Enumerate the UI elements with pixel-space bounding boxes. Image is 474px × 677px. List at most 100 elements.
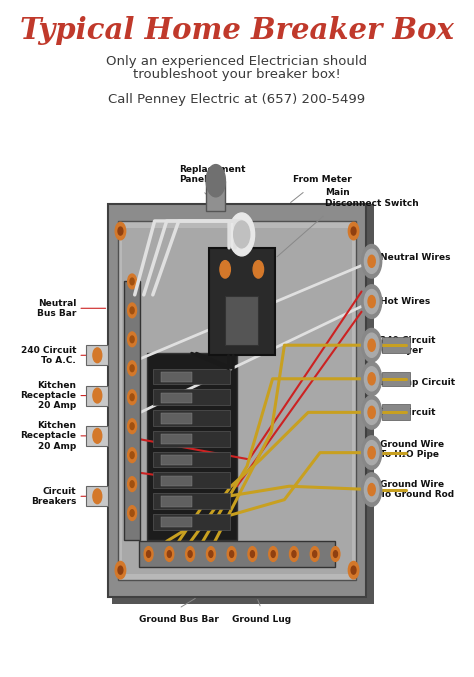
Circle shape: [365, 477, 379, 502]
Circle shape: [362, 244, 382, 278]
Circle shape: [348, 561, 359, 579]
Circle shape: [253, 261, 264, 278]
Bar: [153, 369, 230, 385]
FancyBboxPatch shape: [122, 227, 352, 573]
Circle shape: [93, 429, 102, 443]
Text: Ground Bus Bar: Ground Bus Bar: [139, 615, 219, 624]
Bar: [382, 372, 410, 385]
Circle shape: [290, 546, 298, 561]
Text: Hot Wires: Hot Wires: [380, 297, 430, 306]
Bar: [382, 337, 410, 353]
Circle shape: [130, 423, 134, 430]
Circle shape: [115, 561, 126, 579]
Bar: [161, 517, 191, 527]
Text: Only an experienced Electrician should: Only an experienced Electrician should: [107, 56, 367, 68]
Bar: [153, 452, 230, 467]
Circle shape: [351, 566, 356, 574]
Circle shape: [144, 546, 153, 561]
Circle shape: [128, 477, 137, 492]
Text: 240 Circuit
To A.C.: 240 Circuit To A.C.: [21, 345, 76, 365]
Circle shape: [362, 395, 382, 429]
Bar: [161, 476, 191, 486]
Circle shape: [227, 546, 236, 561]
Text: Neutral Wires: Neutral Wires: [380, 253, 450, 263]
FancyBboxPatch shape: [109, 204, 365, 597]
Circle shape: [206, 165, 226, 197]
Text: Kitchen
Receptacle
20 Amp: Kitchen Receptacle 20 Amp: [20, 421, 76, 451]
Text: Ground Wire
To Ground Rod: Ground Wire To Ground Rod: [380, 480, 454, 499]
Circle shape: [365, 441, 379, 464]
Bar: [153, 473, 230, 488]
Bar: [161, 414, 191, 424]
Circle shape: [128, 303, 137, 318]
Circle shape: [93, 388, 102, 403]
Circle shape: [128, 361, 137, 376]
Circle shape: [128, 419, 137, 433]
Text: Ground Lug: Ground Lug: [232, 615, 291, 624]
Circle shape: [118, 566, 123, 574]
Text: Neutral
Bus Bar: Neutral Bus Bar: [37, 299, 76, 318]
Circle shape: [130, 365, 134, 372]
Circle shape: [365, 400, 379, 424]
Bar: [86, 486, 109, 506]
Circle shape: [93, 348, 102, 363]
Circle shape: [334, 550, 337, 557]
Text: troubleshoot your breaker box!: troubleshoot your breaker box!: [133, 68, 341, 81]
Circle shape: [365, 249, 379, 274]
FancyBboxPatch shape: [112, 204, 374, 604]
Circle shape: [362, 473, 382, 506]
Text: Kitchen
Receptacle
20 Amp: Kitchen Receptacle 20 Amp: [20, 380, 76, 410]
Bar: [382, 404, 410, 420]
Circle shape: [310, 546, 319, 561]
Circle shape: [229, 550, 234, 557]
Bar: [86, 426, 109, 446]
Bar: [125, 282, 140, 540]
Circle shape: [362, 285, 382, 318]
Circle shape: [248, 546, 257, 561]
Bar: [146, 353, 237, 540]
Circle shape: [130, 510, 134, 517]
Bar: [161, 496, 191, 506]
Bar: [153, 431, 230, 447]
Bar: [161, 372, 191, 383]
Circle shape: [250, 550, 255, 557]
FancyBboxPatch shape: [118, 221, 356, 580]
Circle shape: [368, 296, 375, 307]
Circle shape: [93, 489, 102, 504]
Circle shape: [130, 307, 134, 313]
Circle shape: [365, 290, 379, 313]
Circle shape: [167, 550, 172, 557]
Circle shape: [130, 336, 134, 343]
Circle shape: [368, 406, 375, 418]
Circle shape: [130, 278, 134, 285]
Text: From Meter: From Meter: [293, 175, 352, 184]
Circle shape: [362, 362, 382, 395]
Circle shape: [292, 550, 296, 557]
Bar: [161, 455, 191, 465]
Bar: [161, 434, 191, 445]
Bar: [138, 542, 336, 567]
Circle shape: [362, 436, 382, 469]
Circle shape: [128, 506, 137, 521]
Bar: [153, 494, 230, 509]
Circle shape: [271, 550, 275, 557]
Circle shape: [269, 546, 278, 561]
Bar: [206, 181, 226, 211]
Text: 240 Circuit
To Dryer: 240 Circuit To Dryer: [380, 336, 435, 355]
Circle shape: [365, 367, 379, 391]
Bar: [161, 393, 191, 403]
Circle shape: [368, 373, 375, 385]
Text: Ground Wire
To H₂O Pipe: Ground Wire To H₂O Pipe: [380, 439, 444, 459]
Circle shape: [351, 227, 356, 235]
Circle shape: [348, 222, 359, 240]
Circle shape: [207, 546, 215, 561]
Bar: [86, 345, 109, 366]
Text: 15 Amp Circuit: 15 Amp Circuit: [380, 378, 455, 387]
Circle shape: [130, 452, 134, 458]
Circle shape: [229, 213, 255, 256]
Text: Replacement
Panel: Replacement Panel: [179, 165, 245, 184]
Circle shape: [362, 328, 382, 362]
Bar: [153, 389, 230, 405]
Circle shape: [331, 546, 340, 561]
Circle shape: [313, 550, 317, 557]
